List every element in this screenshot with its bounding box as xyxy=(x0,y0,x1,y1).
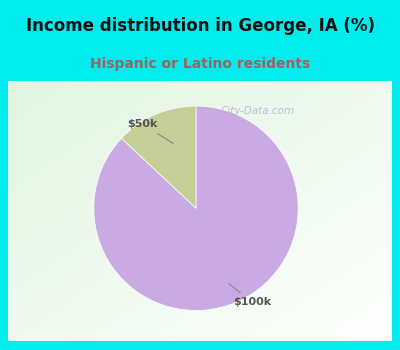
Wedge shape xyxy=(94,106,298,310)
Text: $100k: $100k xyxy=(229,284,271,307)
Wedge shape xyxy=(122,106,196,208)
Text: City-Data.com: City-Data.com xyxy=(220,106,294,116)
Text: $50k: $50k xyxy=(128,119,173,144)
Text: Hispanic or Latino residents: Hispanic or Latino residents xyxy=(90,57,310,71)
Text: Income distribution in George, IA (%): Income distribution in George, IA (%) xyxy=(26,17,374,35)
